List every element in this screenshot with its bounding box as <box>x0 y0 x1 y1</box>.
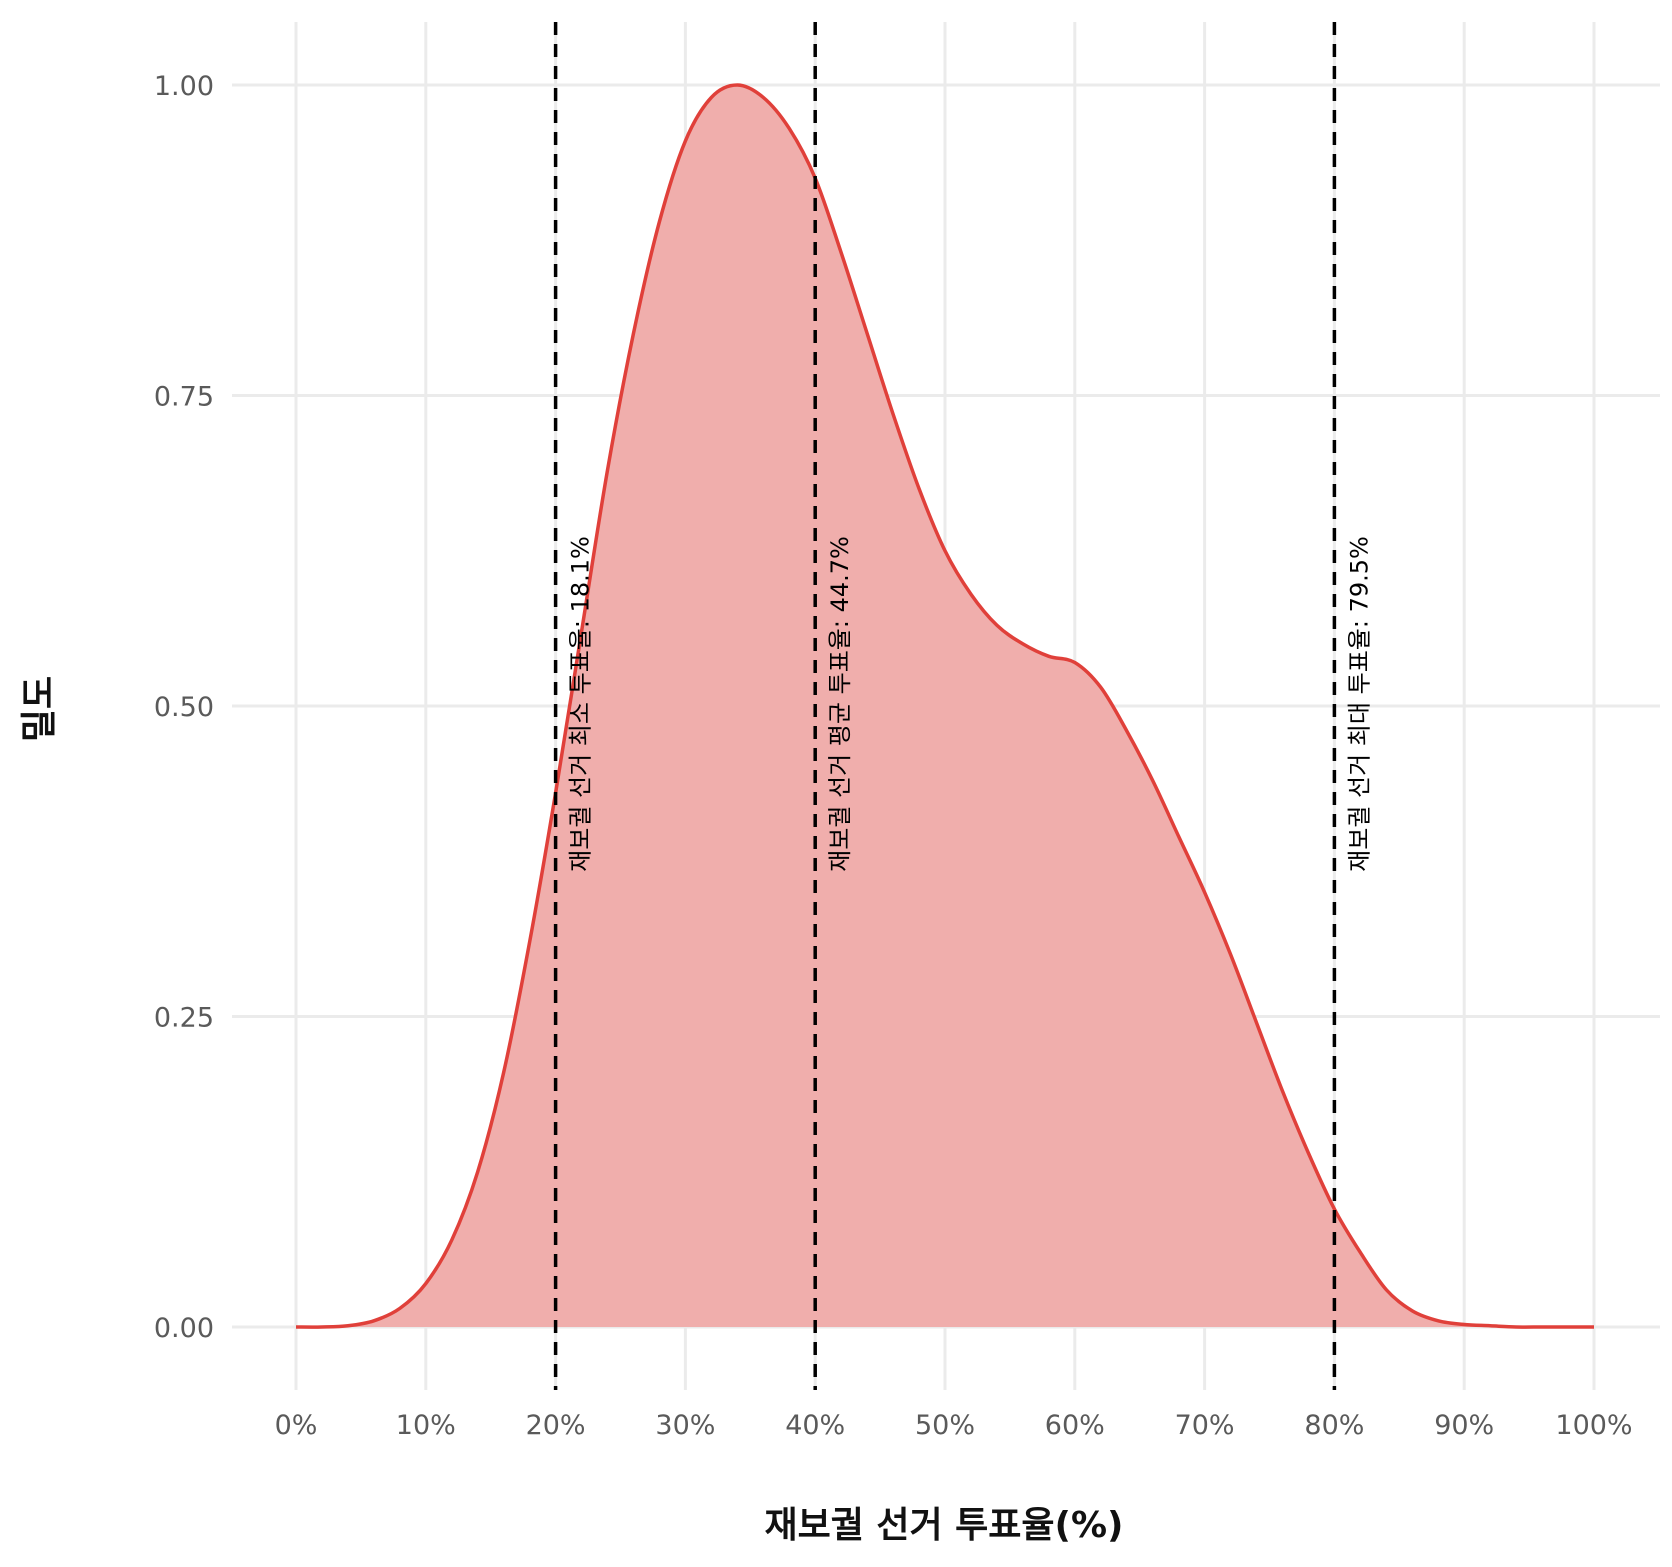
x-tick-label: 50% <box>915 1410 975 1441</box>
x-tick-label: 80% <box>1304 1410 1364 1441</box>
x-tick-label: 10% <box>396 1410 456 1441</box>
density-fill <box>296 85 1594 1328</box>
density-curve <box>295 83 1594 1329</box>
reference-line-label: 재보궐 선거 최소 투표율: 18.1% <box>567 536 595 872</box>
y-tick-label: 0.00 <box>154 1313 214 1344</box>
x-tick-label: 90% <box>1434 1410 1494 1441</box>
x-tick-label: 20% <box>526 1410 586 1441</box>
x-tick-label: 30% <box>655 1410 715 1441</box>
x-tick-label: 40% <box>785 1410 845 1441</box>
x-tick-label: 100% <box>1555 1410 1632 1441</box>
reference-line-label: 재보궐 선거 최대 투표율: 79.5% <box>1345 536 1373 872</box>
y-axis-title: 밀도 <box>19 676 60 742</box>
y-axis-ticks: 0.00 0.25 0.50 0.75 1.00 <box>154 71 214 1344</box>
y-tick-label: 0.75 <box>154 382 214 413</box>
x-tick-label: 60% <box>1045 1410 1105 1441</box>
x-tick-label: 0% <box>275 1410 318 1441</box>
reference-line-label: 재보궐 선거 평균 투표율: 44.7% <box>826 536 854 872</box>
y-tick-label: 0.25 <box>154 1003 214 1034</box>
y-tick-label: 0.50 <box>154 692 214 723</box>
y-tick-label: 1.00 <box>154 71 214 102</box>
x-axis-title: 재보궐 선거 투표율(%) <box>764 1505 1123 1546</box>
density-area <box>295 83 1594 1329</box>
x-tick-label: 70% <box>1175 1410 1235 1441</box>
reference-lines: 재보궐 선거 최소 투표율: 18.1% 재보궐 선거 평균 투표율: 44.7%… <box>553 22 1373 1390</box>
x-axis-ticks: 0% 10% 20% 30% 40% 50% 60% 70% 80% 90% 100% <box>275 1410 1633 1441</box>
